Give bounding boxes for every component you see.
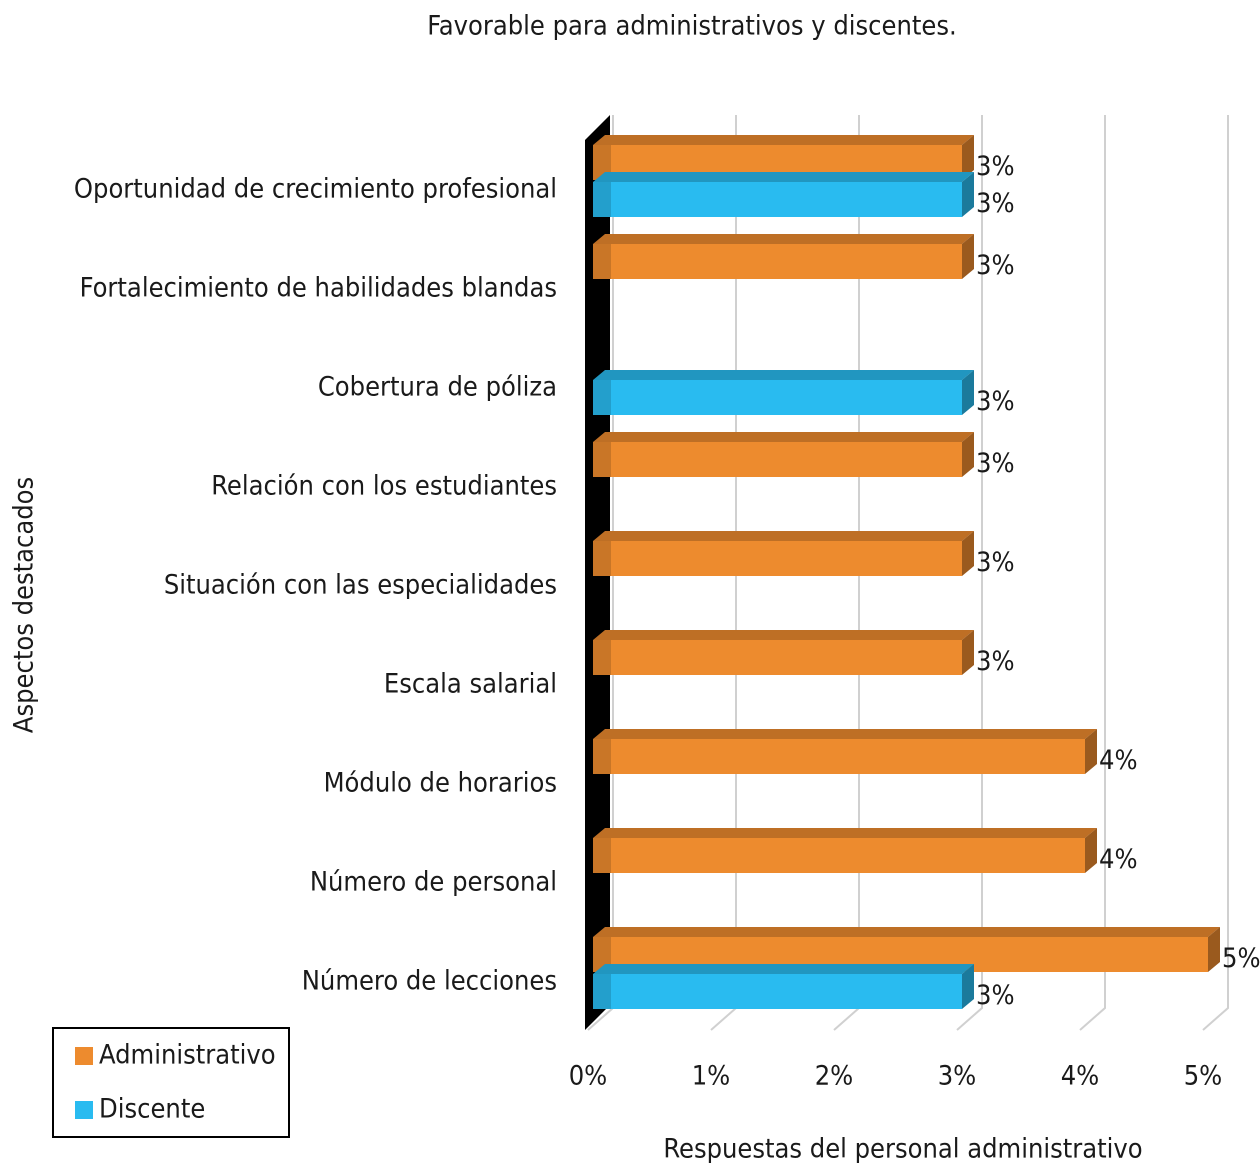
bar <box>593 974 962 1009</box>
bar-shadow <box>593 442 611 477</box>
bar-top <box>593 432 974 442</box>
bar-shadow <box>593 937 611 972</box>
bar <box>593 380 962 415</box>
x-tick-label: 1% <box>692 1061 731 1092</box>
y-tick-label: Escala salarial <box>384 669 557 700</box>
bar-side <box>962 630 974 675</box>
bar-shadow <box>593 244 611 279</box>
bar-side <box>1208 927 1220 972</box>
bar-side <box>962 234 974 279</box>
x-tick-label: 3% <box>938 1061 977 1092</box>
bar-side <box>1085 729 1097 774</box>
bar-shadow <box>593 182 611 217</box>
legend-swatch <box>75 1047 93 1065</box>
y-tick-label: Módulo de horarios <box>324 768 557 799</box>
legend-label: Discente <box>99 1094 205 1125</box>
bar <box>593 739 1085 774</box>
x-tick-label: 5% <box>1184 1061 1223 1092</box>
bar-side <box>962 432 974 477</box>
bar-side <box>962 135 974 180</box>
y-tick-label: Situación con las especialidades <box>164 570 557 601</box>
value-label: 3% <box>976 980 1015 1011</box>
bar-shadow <box>593 380 611 415</box>
value-label: 3% <box>976 646 1015 677</box>
bar-top <box>593 531 974 541</box>
legend-label: Administrativo <box>99 1040 276 1071</box>
bar-side <box>962 172 974 217</box>
x-axis-label: Respuestas del personal administrativo <box>663 1134 1142 1165</box>
bar <box>593 640 962 675</box>
bar-top <box>593 370 974 380</box>
bar-side <box>1085 828 1097 873</box>
legend-box <box>52 1027 290 1138</box>
bar-top <box>593 135 974 145</box>
value-label: 3% <box>976 188 1015 219</box>
y-tick-label: Número de personal <box>310 867 557 898</box>
value-label: 3% <box>976 386 1015 417</box>
bar-top <box>593 234 974 244</box>
bar-shadow <box>593 739 611 774</box>
x-tick-label: 4% <box>1061 1061 1100 1092</box>
value-label: 3% <box>976 448 1015 479</box>
bar-shadow <box>593 640 611 675</box>
bar <box>593 182 962 217</box>
bar <box>593 541 962 576</box>
bar-top <box>593 172 974 182</box>
bar-top <box>593 729 1097 739</box>
bar-side <box>962 531 974 576</box>
bar-shadow <box>593 541 611 576</box>
bar-top <box>593 828 1097 838</box>
bar-top <box>593 964 974 974</box>
value-label: 5% <box>1222 943 1260 974</box>
value-label: 3% <box>976 547 1015 578</box>
bar <box>593 838 1085 873</box>
value-label: 4% <box>1099 844 1138 875</box>
value-label: 3% <box>976 250 1015 281</box>
y-tick-label: Cobertura de póliza <box>318 372 557 403</box>
x-tick-label: 2% <box>815 1061 854 1092</box>
x-tick-label: 0% <box>569 1061 608 1092</box>
bar-shadow <box>593 145 611 180</box>
bar-shadow <box>593 838 611 873</box>
y-tick-label: Relación con los estudiantes <box>211 471 557 502</box>
legend-swatch <box>75 1101 93 1119</box>
value-label: 3% <box>976 151 1015 182</box>
bar-top <box>593 630 974 640</box>
chart-title: Favorable para administrativos y discent… <box>427 11 956 42</box>
bar-side <box>962 964 974 1009</box>
grid-line <box>1079 115 1106 1031</box>
y-tick-label: Fortalecimiento de habilidades blandas <box>80 273 557 304</box>
bar-top <box>593 927 1220 937</box>
bar-shadow <box>593 974 611 1009</box>
bar <box>593 244 962 279</box>
y-axis-label: Aspectos destacados <box>9 477 40 733</box>
bar-side <box>962 370 974 415</box>
grid-line <box>956 115 983 1031</box>
y-tick-label: Oportunidad de crecimiento profesional <box>74 174 557 205</box>
grid-line <box>1202 115 1229 1031</box>
bar <box>593 442 962 477</box>
y-tick-label: Número de lecciones <box>302 966 557 997</box>
value-label: 4% <box>1099 745 1138 776</box>
